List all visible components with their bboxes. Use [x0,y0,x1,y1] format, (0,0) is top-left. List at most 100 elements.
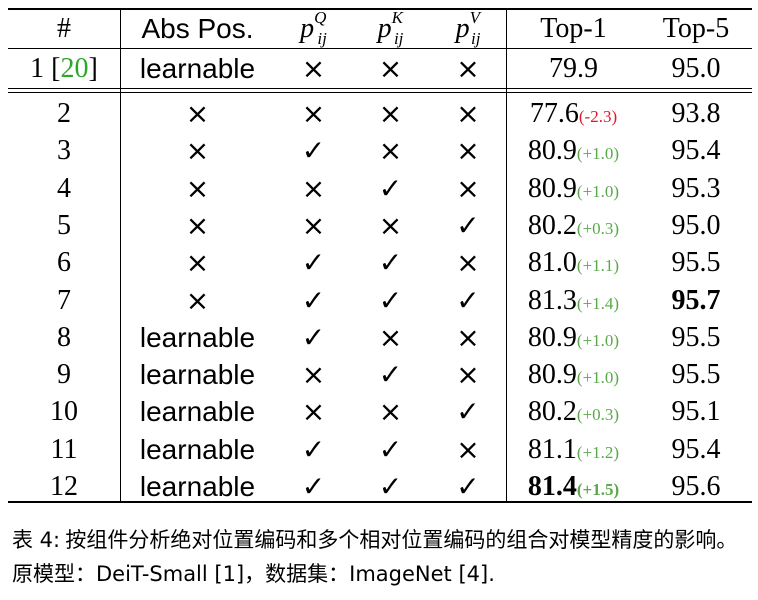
row-abs-pos: × [185,246,210,280]
row-top1: 81.0(+1.1) [507,244,640,281]
row-top1-delta: (+1.2) [576,442,620,462]
bottom-rule [8,501,752,503]
table-row: 6 × ✓ ✓ × 81.0(+1.1) 95.5 [8,244,752,281]
row-top1: 80.2(+0.3) [507,207,640,244]
row-index: 5 [57,209,71,241]
row-pk: × [378,395,403,429]
row-pv: × [456,134,480,168]
header-abs-pos: Abs Pos. [141,13,254,44]
row-index: 4 [57,172,71,204]
row-top1: 80.9(+1.0) [507,170,640,207]
row-pv: ✓ [456,470,480,503]
row-pq: × [301,171,326,205]
row-pk: ✓ [378,283,403,317]
header-pv: pVij [455,8,481,48]
table-caption: 表 4: 按组件分析绝对位置编码和多个相对位置编码的组合对模型精度的影响。原模型… [12,523,748,591]
row-abs-pos: × [185,97,210,130]
row-top1-delta: (+1.0) [576,144,620,164]
row-index: 8 [57,321,71,353]
row-top1-value: 80.9 [527,359,577,391]
header-pq: pQij [300,8,327,48]
caption-text: 按组件分析绝对位置编码和多个相对位置编码的组合对模型精度的影响。原模型：DeiT… [12,528,738,586]
row-abs-pos: learnable [139,396,256,428]
row-index: 10 [50,396,78,428]
row-pq: ✓ [301,320,326,354]
row-top1-value: 81.0 [527,247,577,279]
row-pv: × [456,320,480,354]
row-top1-delta: (+0.3) [576,218,620,238]
row-top5: 95.6 [671,471,721,502]
row-top1: 80.9(+1.0) [507,356,640,393]
row-top1: 80.9(+1.0) [507,319,640,356]
header-top5: Top-5 [662,13,730,44]
row-top5: 95.1 [671,396,721,428]
row-abs-pos: learnable [139,321,256,353]
row-top1-delta: (+1.0) [576,330,620,350]
row-top1-delta: (+0.3) [576,405,620,425]
row-index: 12 [50,471,78,502]
row-pq: × [301,395,326,429]
row-pq: ✓ [301,246,326,280]
table-row: 10 learnable × × ✓ 80.2(+0.3) 95.1 [8,393,752,430]
row-pk: ✓ [378,358,403,392]
row-top5: 95.4 [671,135,721,167]
row-pk: ✓ [378,246,403,280]
table-row: 8 learnable ✓ × × 80.9(+1.0) 95.5 [8,319,752,356]
table-row: 12 learnable ✓ ✓ ✓ 81.4(+1.5) 95.6 [8,468,752,505]
top-rule [8,8,752,10]
column-divider-2 [506,8,508,502]
row-top1-value: 81.4 [527,471,577,502]
row-top5: 95.3 [671,172,721,204]
table-row: 3 × ✓ × × 80.9(+1.0) 95.4 [8,132,752,169]
column-divider-1 [120,8,122,502]
baseline-top1: 79.9 [549,53,598,84]
row-top1: 81.3(+1.4) [507,282,640,319]
row-abs-pos: learnable [139,359,256,391]
row-pk: × [378,97,403,130]
baseline-rule-1 [8,88,752,90]
citation-link[interactable]: 20 [60,53,89,84]
row-top5: 95.5 [671,359,721,391]
row-pq: ✓ [301,432,326,466]
row-abs-pos: × [185,208,210,242]
baseline-index: 1 [20] [30,53,98,84]
baseline-row: 1 [20] learnable × × × 79.9 95.0 [8,50,752,87]
caption-label: 表 4: [12,528,61,552]
row-pk: ✓ [378,171,403,205]
row-top5: 95.5 [671,321,721,353]
row-top1-value: 80.9 [527,172,577,204]
row-top1-delta: (-2.3) [578,107,618,126]
row-top5: 93.8 [671,98,721,129]
table-row: 11 learnable ✓ ✓ × 81.1(+1.2) 95.4 [8,431,752,468]
row-index: 11 [50,433,78,465]
row-pq: × [301,208,326,242]
row-top1-delta: (+1.5) [576,480,620,499]
baseline-pq: × [301,52,326,85]
table-row: 7 × ✓ ✓ ✓ 81.3(+1.4) 95.7 [8,282,752,319]
row-top1-delta: (+1.0) [576,368,620,388]
baseline-abs-pos: learnable [139,53,256,84]
row-abs-pos: learnable [139,471,256,502]
row-top5: 95.5 [671,247,721,279]
row-top1-value: 80.9 [527,135,577,167]
row-pv: × [456,97,480,130]
table-row: 5 × × × ✓ 80.2(+0.3) 95.0 [8,207,752,244]
header-pk: pKij [377,8,404,48]
row-pk: ✓ [378,432,403,466]
row-pq: ✓ [301,283,326,317]
row-pk: ✓ [378,470,403,503]
baseline-top5: 95.0 [671,53,721,84]
row-pk: × [378,208,403,242]
row-top1-value: 80.2 [527,396,577,428]
row-top1-delta: (+1.0) [576,181,620,201]
row-pv: ✓ [456,395,480,429]
header-index: # [57,13,71,44]
row-top1-delta: (+1.1) [576,256,620,276]
row-pv: ✓ [456,208,480,242]
row-index: 7 [57,284,71,316]
header-top1: Top-1 [540,13,607,44]
table-row: 4 × × ✓ × 80.9(+1.0) 95.3 [8,170,752,207]
row-top1-value: 77.6 [529,98,579,129]
row-top1-value: 81.3 [527,284,577,316]
row-index: 6 [57,247,71,279]
